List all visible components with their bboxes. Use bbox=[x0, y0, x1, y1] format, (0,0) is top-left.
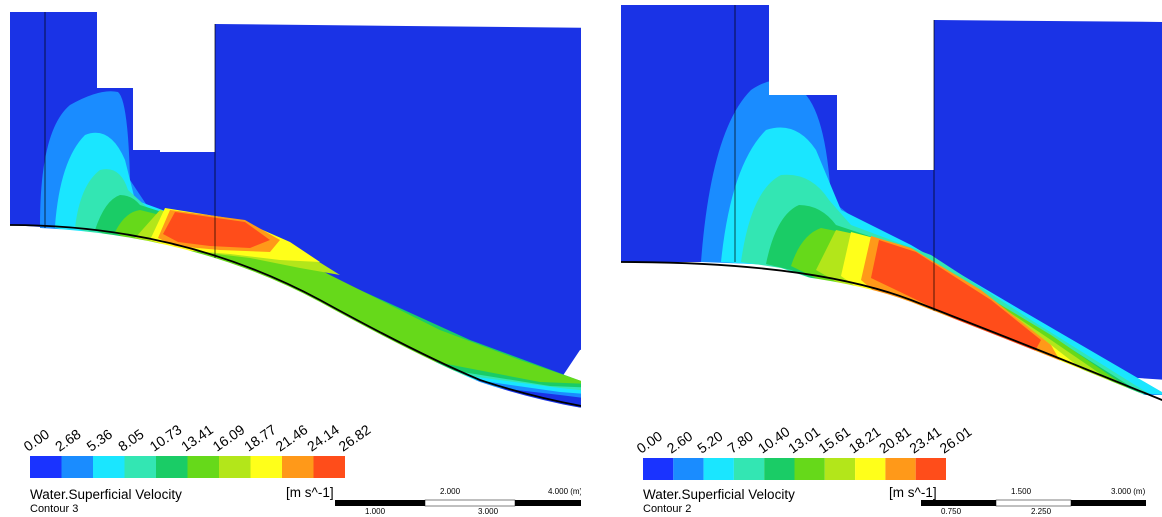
legend-color-band bbox=[673, 458, 704, 480]
legend-color-band bbox=[187, 456, 219, 478]
scale-top-label-1: 1.500 bbox=[1011, 487, 1032, 496]
scale-bottom-label-2: 3.000 bbox=[478, 507, 499, 516]
legend-color-band bbox=[824, 458, 856, 480]
ground-region bbox=[0, 227, 581, 517]
legend-color-band bbox=[313, 456, 345, 478]
geometry-outline bbox=[620, 5, 1162, 401]
velocity-bands bbox=[701, 80, 1162, 395]
scale-top-label-2: 4.000 (m) bbox=[548, 487, 581, 496]
legend-color-band bbox=[885, 458, 916, 480]
legend-color-band bbox=[643, 458, 674, 480]
ground-region bbox=[581, 264, 1162, 517]
scale-bottom-label-1: 0.750 bbox=[941, 507, 962, 516]
contour-panel-left: 0.00 2.68 5.36 8.05 10.73 13.41 16.09 18.77 21.4… bbox=[0, 12, 581, 517]
air-region bbox=[97, 12, 215, 152]
legend-color-band bbox=[30, 456, 62, 478]
contour-name: Contour 2 bbox=[643, 503, 692, 515]
legend-color-band bbox=[764, 458, 795, 480]
legend-color-band bbox=[733, 458, 765, 480]
legend-color-band bbox=[219, 456, 251, 478]
legend-color-band bbox=[915, 458, 946, 480]
legend-color-band bbox=[124, 456, 156, 478]
legend-color-band bbox=[93, 456, 125, 478]
legend-color-band bbox=[156, 456, 188, 478]
variable-label: Water.Superficial Velocity bbox=[30, 487, 182, 502]
legend-color-band bbox=[282, 456, 314, 478]
unit-label: [m s^-1] bbox=[889, 485, 937, 500]
scale-bottom-label-1: 1.000 bbox=[365, 507, 386, 516]
scale-bottom-label-2: 2.250 bbox=[1031, 507, 1052, 516]
contour-panel-right: 0.00 2.60 5.20 7.80 10.40 13.01 15.61 18.21 20.8… bbox=[581, 0, 1162, 517]
contour-plot-right: 0.002.605.207.8010.4013.0115.6118.2120.8… bbox=[581, 5, 1162, 517]
contour-plot-left: 0.00 2.68 5.36 8.05 10.7313.4116.0918.7721.4… bbox=[0, 12, 581, 517]
variable-label: Water.Superficial Velocity bbox=[643, 487, 795, 502]
color-legend bbox=[643, 458, 946, 480]
air-region bbox=[769, 5, 934, 170]
scale-bar: 1.500 3.000 (m) 0.750 2.250 bbox=[921, 487, 1146, 516]
flow-domain bbox=[10, 12, 581, 408]
color-legend bbox=[30, 456, 345, 478]
legend-color-band bbox=[703, 458, 734, 480]
legend-color-band bbox=[61, 456, 93, 478]
geometry-outline bbox=[9, 12, 581, 407]
legend-color-band bbox=[794, 458, 825, 480]
legend-color-band bbox=[250, 456, 282, 478]
legend-color-band bbox=[855, 458, 886, 480]
scale-top-label-2: 3.000 (m) bbox=[1111, 487, 1146, 496]
scale-top-label-1: 2.000 bbox=[440, 487, 461, 496]
unit-label: [m s^-1] bbox=[286, 485, 334, 500]
contour-name: Contour 3 bbox=[30, 503, 79, 515]
scale-bar: 2.000 4.000 (m) 1.000 3.000 bbox=[335, 487, 581, 516]
